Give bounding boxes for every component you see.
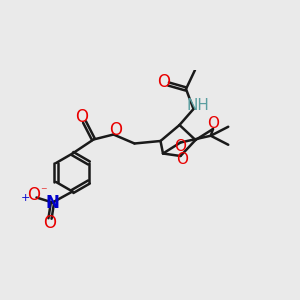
Text: O: O bbox=[207, 116, 219, 131]
Text: O: O bbox=[44, 214, 56, 232]
Text: O: O bbox=[175, 139, 187, 154]
Text: O: O bbox=[28, 186, 40, 204]
Text: O: O bbox=[176, 152, 188, 167]
Text: O: O bbox=[157, 73, 170, 91]
Text: O: O bbox=[109, 121, 122, 139]
Text: O: O bbox=[76, 108, 88, 126]
Text: +: + bbox=[21, 193, 30, 203]
Text: NH: NH bbox=[186, 98, 209, 112]
Text: ⁻: ⁻ bbox=[40, 185, 46, 198]
Text: N: N bbox=[46, 194, 59, 211]
